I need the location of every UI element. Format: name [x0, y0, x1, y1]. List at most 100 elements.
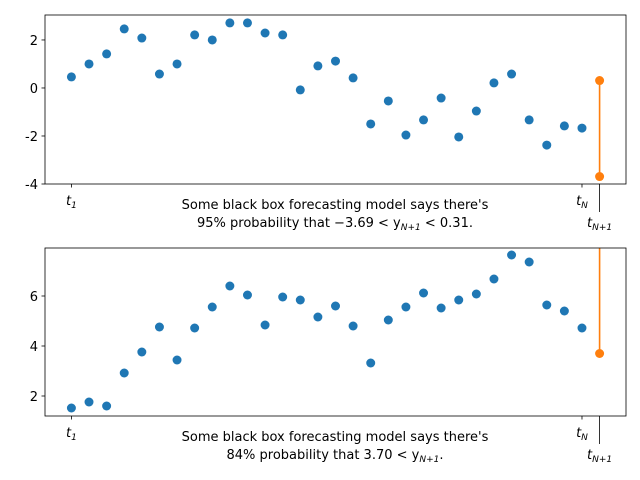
data-point — [119, 368, 129, 378]
data-point — [154, 322, 164, 332]
data-point — [313, 61, 323, 71]
data-point — [331, 301, 340, 311]
forecast-point — [595, 172, 605, 182]
x-tick-label: tN+1 — [587, 216, 612, 233]
data-point — [366, 358, 376, 368]
data-point — [260, 28, 270, 38]
caption-line: Some black box forecasting model says th… — [182, 430, 489, 445]
x-tick-sub: 1 — [71, 201, 77, 211]
x-tick-label: tN — [576, 194, 588, 211]
y-tick-label: 6 — [30, 290, 38, 305]
data-point — [295, 295, 305, 305]
data-point — [454, 132, 464, 142]
data-point — [489, 274, 499, 284]
data-point — [260, 320, 270, 330]
x-tick-base: t — [576, 426, 582, 441]
data-point — [577, 123, 587, 133]
data-point — [190, 323, 200, 333]
x-tick-label: t1 — [66, 194, 77, 211]
y-tick-label: -2 — [25, 130, 38, 145]
data-point — [102, 401, 112, 411]
data-point — [383, 315, 393, 325]
caption-tail: . — [439, 448, 443, 463]
caption-text: 84% probability that 3.70 < y — [227, 448, 420, 463]
x-tick-base: t — [66, 426, 72, 441]
data-point — [471, 106, 481, 116]
data-point — [225, 281, 235, 291]
forecast-point — [595, 349, 605, 358]
x-tick-label: tN — [576, 426, 588, 443]
data-point — [331, 56, 340, 66]
data-point — [524, 257, 534, 267]
x-tick-base: t — [587, 216, 593, 231]
data-point — [542, 140, 552, 150]
data-point — [172, 59, 182, 69]
data-point — [313, 312, 323, 322]
data-point — [419, 115, 429, 125]
data-point — [577, 323, 587, 333]
caption-line: 84% probability that 3.70 < yN+1. — [227, 448, 444, 465]
data-point — [507, 250, 517, 260]
data-point — [207, 302, 217, 312]
data-point — [84, 59, 94, 69]
data-point — [471, 289, 481, 299]
data-point — [207, 35, 217, 45]
data-point — [348, 73, 358, 83]
data-point — [225, 18, 235, 28]
data-point — [242, 290, 252, 300]
caption-text: 95% probability that −3.69 < y — [197, 216, 401, 231]
data-point — [137, 33, 147, 43]
data-point — [242, 18, 252, 28]
data-point — [278, 292, 288, 302]
data-point — [137, 347, 147, 357]
data-point — [119, 24, 129, 34]
x-tick-label: t1 — [66, 426, 77, 443]
y-tick-label: 2 — [30, 390, 38, 405]
caption-sub: N+1 — [401, 223, 421, 233]
axes-frame — [44, 14, 627, 185]
x-tick-sub: N+1 — [592, 223, 612, 233]
x-tick-sub: N — [581, 433, 588, 443]
data-point — [102, 49, 112, 59]
data-point — [66, 72, 76, 82]
x-tick-sub: N+1 — [592, 455, 612, 465]
data-point — [436, 303, 446, 313]
data-point — [84, 397, 94, 407]
y-tick-label: -4 — [25, 178, 38, 193]
data-point — [401, 130, 411, 140]
y-tick-label: 2 — [30, 34, 38, 49]
data-point — [190, 30, 200, 40]
data-point — [436, 93, 446, 103]
data-point — [524, 115, 534, 125]
data-point — [419, 288, 429, 298]
x-tick-label: tN+1 — [587, 448, 612, 465]
data-point — [559, 121, 569, 131]
data-point — [295, 85, 305, 95]
caption-tail: < 0.31. — [421, 216, 473, 231]
caption-line: Some black box forecasting model says th… — [182, 198, 489, 213]
data-point — [401, 302, 411, 312]
data-point — [278, 30, 288, 40]
data-point — [489, 78, 499, 88]
data-point — [348, 321, 358, 331]
data-point — [66, 403, 76, 413]
data-point — [366, 119, 376, 129]
x-tick-sub: 1 — [71, 433, 77, 443]
data-point — [154, 69, 164, 79]
data-point — [172, 355, 182, 365]
x-tick-sub: N — [581, 201, 588, 211]
forecast-point — [595, 76, 605, 86]
x-tick-base: t — [576, 194, 582, 209]
x-tick-base: t — [587, 448, 593, 463]
y-tick-label: 0 — [30, 82, 38, 97]
data-point — [383, 96, 393, 106]
y-tick-label: 4 — [30, 340, 38, 355]
axes-frame — [44, 247, 627, 417]
data-point — [559, 306, 569, 316]
data-point — [454, 295, 464, 305]
data-point — [542, 300, 552, 310]
